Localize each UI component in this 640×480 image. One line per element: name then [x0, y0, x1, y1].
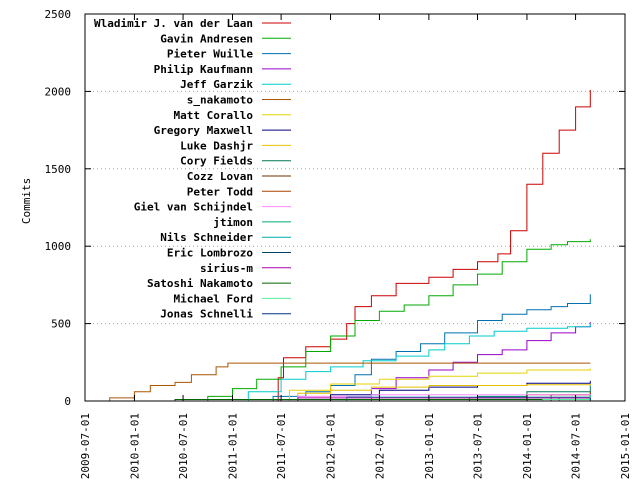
y-tick-label: 0 [64, 395, 71, 408]
y-tick-label: 2500 [45, 8, 72, 21]
x-axis-ticks: 2009-07-01 2010-01-01 2010-07-01 2011-01-01… [79, 14, 632, 479]
legend-entry-label: Pieter Wuille [167, 48, 253, 61]
x-tick-label: 2012-01-01 [325, 413, 338, 479]
series-line [183, 239, 591, 402]
legend-entry-label: sirius-m [200, 262, 253, 275]
legend: Wladimir J. van der Laan Gavin Andresen Pi… [94, 17, 291, 321]
x-tick-label: 2015-01-01 [619, 413, 632, 479]
y-axis-ticks: 0 500 1000 1500 2000 2500 [45, 8, 625, 408]
legend-entry-label: Peter Todd [187, 185, 253, 198]
legend-entry-label: Gavin Andresen [160, 32, 253, 45]
x-tick-label: 2012-07-01 [373, 413, 386, 479]
x-tick-label: 2014-01-01 [521, 413, 534, 479]
legend-entry-label: Matt Corallo [174, 109, 254, 122]
series-line [264, 368, 591, 402]
legend-entry-label: Eric Lombrozo [167, 247, 253, 260]
legend-entry-label: Cory Fields [180, 155, 253, 168]
x-tick-label: 2009-07-01 [79, 413, 92, 479]
legend-entry-label: Cozz Lovan [187, 170, 253, 183]
legend-entry-label: Satoshi Nakamoto [147, 277, 253, 290]
x-tick-label: 2013-07-01 [472, 413, 485, 479]
y-tick-label: 1500 [45, 163, 72, 176]
series-line [248, 294, 591, 402]
series-line [355, 322, 591, 402]
legend-entry-label: jtimon [213, 216, 253, 229]
x-tick-label: 2013-01-01 [423, 413, 436, 479]
y-tick-label: 500 [51, 318, 71, 331]
x-tick-label: 2011-07-01 [275, 413, 288, 479]
legend-entry-label: Philip Kaufmann [154, 63, 253, 76]
legend-entry-label: Luke Dashjr [180, 139, 253, 152]
series-line [428, 385, 591, 402]
x-tick-label: 2010-07-01 [177, 413, 190, 479]
legend-entry-label: Michael Ford [174, 292, 253, 305]
legend-entry-label: s_nakamoto [187, 94, 254, 107]
series-line [256, 89, 591, 402]
x-tick-label: 2011-01-01 [226, 413, 239, 479]
legend-entry-label: Nils Schneider [160, 231, 253, 244]
y-tick-label: 1000 [45, 240, 72, 253]
legend-entry-label: Gregory Maxwell [154, 124, 253, 137]
series-line [256, 384, 591, 402]
x-tick-label: 2010-01-01 [128, 413, 141, 479]
legend-entry-label: Giel van Schijndel [134, 201, 253, 214]
series-line [224, 323, 591, 402]
legend-entry-label: Jonas Schnelli [160, 308, 253, 321]
plot-frame [84, 13, 626, 402]
y-tick-label: 2000 [45, 85, 72, 98]
series-line [93, 362, 591, 402]
y-axis-label: Commits [20, 178, 33, 224]
legend-entry-label: Wladimir J. van der Laan [94, 17, 253, 30]
legend-entry-label: Jeff Garzik [180, 78, 253, 91]
x-tick-label: 2014-07-01 [570, 413, 583, 479]
